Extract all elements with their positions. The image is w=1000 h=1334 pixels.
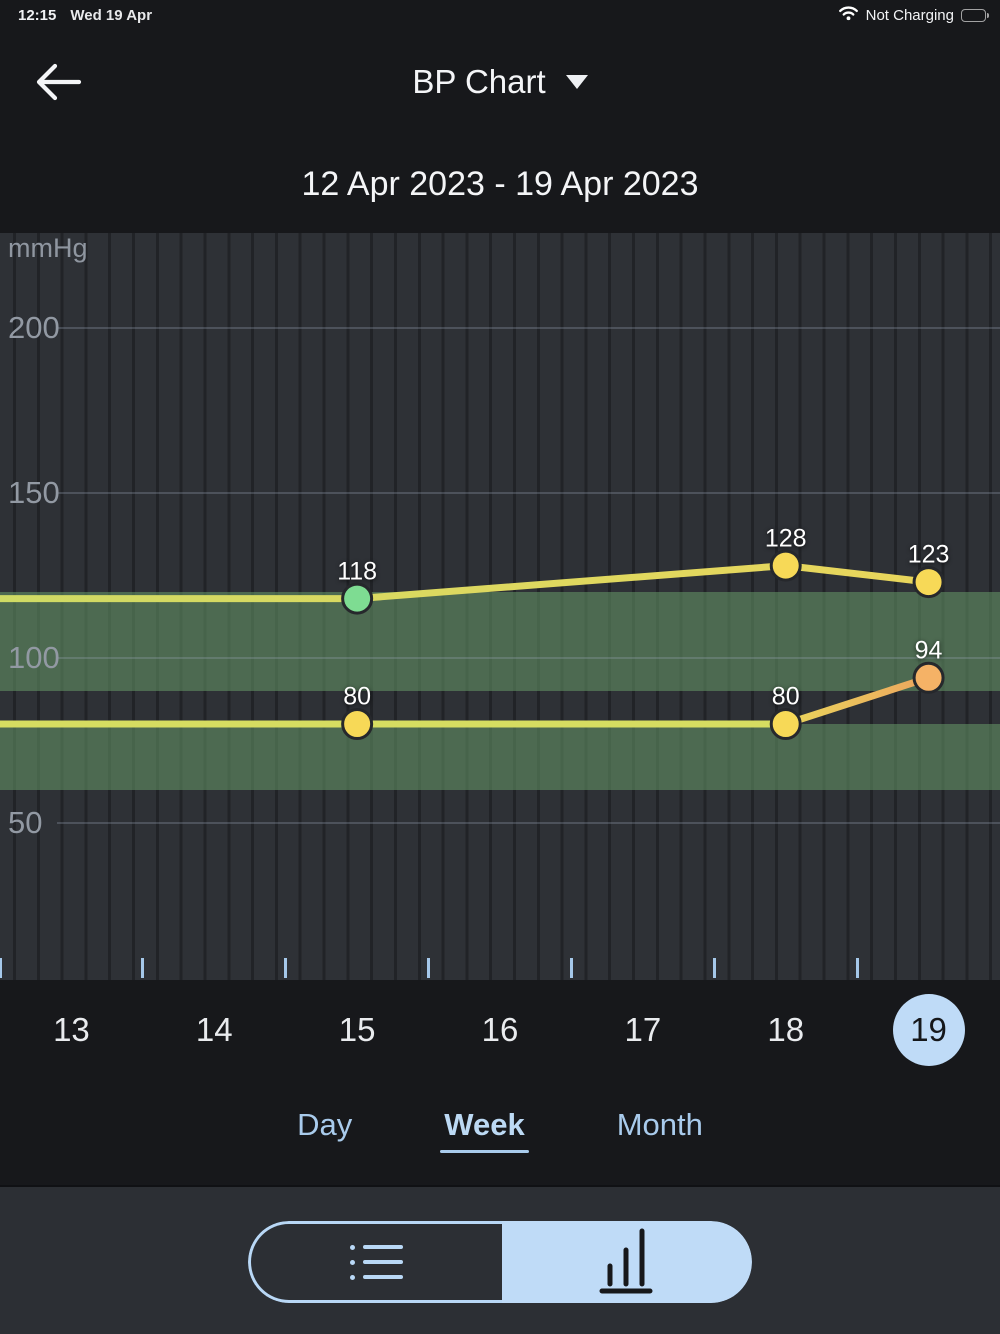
day-label[interactable]: 13 [53, 1011, 90, 1048]
y-axis-tick-label: 50 [8, 805, 43, 840]
range-tabs: Day Week Month [0, 1105, 1000, 1153]
chevron-down-icon [565, 75, 588, 89]
y-axis-unit-label: mmHg [8, 233, 88, 263]
day-boundary-tick [712, 958, 716, 978]
page-title: BP Chart [412, 63, 546, 100]
list-view-button[interactable] [248, 1221, 502, 1303]
y-gridline [57, 492, 1000, 494]
bar-chart-icon [598, 1226, 656, 1299]
wifi-icon [838, 5, 859, 25]
systolic-point[interactable] [912, 566, 945, 599]
battery-icon [961, 8, 989, 22]
back-button[interactable] [30, 60, 86, 108]
diastolic-value-label: 94 [914, 636, 943, 665]
y-gridline [57, 657, 1000, 659]
y-gridline [57, 822, 1000, 824]
y-axis-tick-label: 100 [8, 640, 60, 675]
tab-day[interactable]: Day [297, 1107, 353, 1142]
diastolic-point[interactable] [769, 708, 802, 740]
tab-month[interactable]: Month [616, 1107, 703, 1142]
header: BP Chart [0, 52, 1000, 112]
tab-week[interactable]: Week [440, 1105, 530, 1153]
day-boundary-tick [569, 958, 573, 978]
normal-range-band-diastolic-normal [0, 724, 1000, 790]
back-arrow-icon [34, 62, 82, 107]
day-boundary-tick [0, 958, 2, 978]
status-date: Wed 19 Apr [70, 6, 153, 24]
systolic-value-label: 118 [337, 557, 378, 586]
normal-range-band-systolic-normal [0, 592, 1000, 691]
date-range-label: 12 Apr 2023 - 19 Apr 2023 [301, 165, 699, 203]
y-gridline [57, 327, 1000, 329]
bp-line-plot [0, 549, 945, 740]
day-label[interactable]: 15 [338, 1011, 376, 1048]
day-label[interactable]: 17 [624, 1011, 662, 1048]
diastolic-point[interactable] [912, 661, 945, 694]
systolic-point[interactable] [341, 582, 374, 615]
day-boundary-tick [855, 958, 859, 978]
day-boundary-tick [141, 958, 145, 978]
chart-area[interactable]: mmHg 200 150 100 50 118 128 123 80 80 94 [0, 233, 1000, 980]
day-axis: 13 14 15 16 17 18 19 [0, 994, 1000, 1066]
systolic-value-label: 128 [764, 524, 807, 553]
status-bar: 12:15 Wed 19 Apr Not Charging [0, 0, 1000, 30]
day-boundary-tick [284, 958, 288, 978]
chart-type-selector[interactable]: BP Chart [412, 63, 588, 101]
bottom-panel [0, 1185, 1000, 1334]
diastolic-value-label: 80 [343, 682, 372, 711]
status-time: 12:15 [18, 6, 57, 24]
day-label[interactable]: 16 [481, 1011, 519, 1048]
diastolic-point[interactable] [341, 708, 374, 740]
y-axis-tick-label: 150 [8, 475, 60, 510]
list-icon [349, 1244, 403, 1280]
chart-view-button[interactable] [501, 1221, 752, 1303]
diastolic-value-label: 80 [771, 682, 800, 711]
battery-status-label: Not Charging [865, 6, 954, 24]
view-toggle [248, 1221, 752, 1303]
day-label[interactable]: 18 [767, 1011, 805, 1048]
day-label-selected[interactable]: 19 [892, 994, 965, 1066]
day-label[interactable]: 14 [195, 1011, 233, 1048]
systolic-value-label: 123 [907, 540, 950, 569]
day-boundary-tick [427, 958, 431, 978]
y-axis-tick-label: 200 [8, 310, 60, 345]
systolic-point[interactable] [769, 549, 802, 582]
